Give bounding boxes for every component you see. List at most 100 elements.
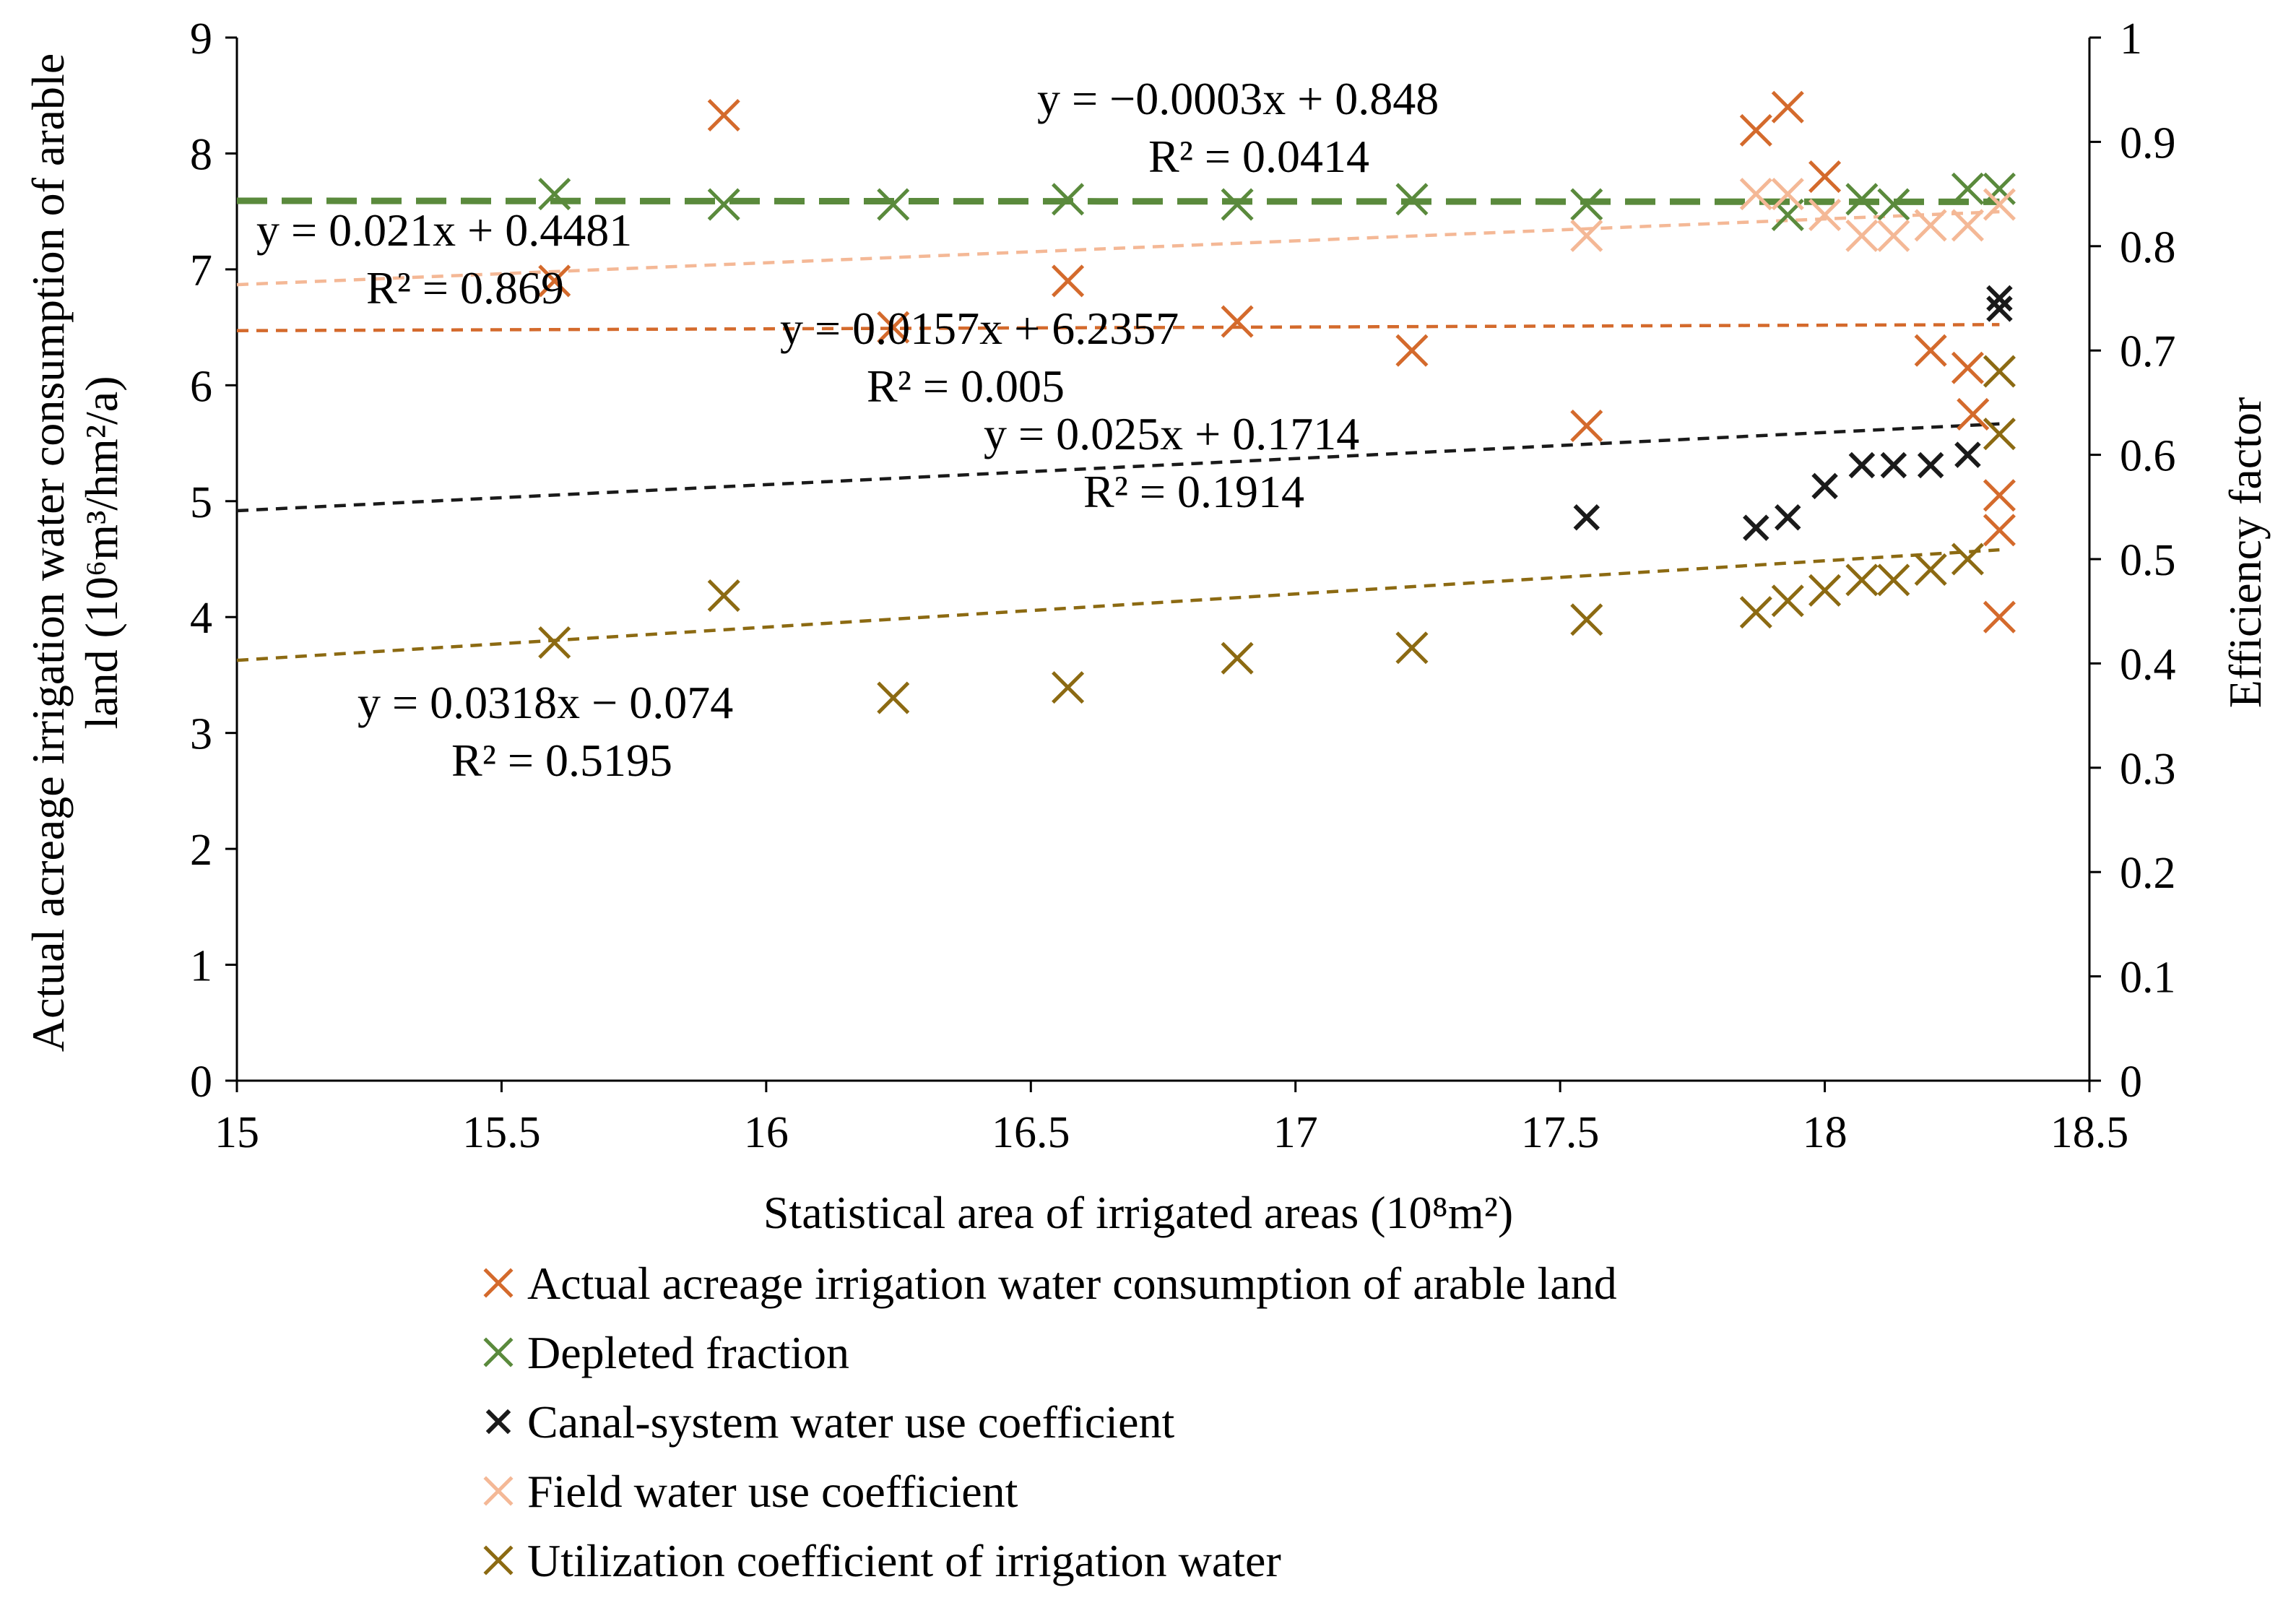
- legend: Actual acreage irrigation water consumpt…: [483, 1258, 1617, 1586]
- legend-label-utilization-coefficient: Utilization coefficient of irrigation wa…: [527, 1535, 1281, 1586]
- legend-label-field-coefficient: Field water use coefficient: [527, 1466, 1018, 1517]
- legend-marker-canal-coefficient: [485, 1409, 511, 1435]
- data-point-utilization-coefficient: [1771, 584, 1804, 618]
- legend-marker-water-consumption: [483, 1268, 514, 1298]
- data-point-utilization-coefficient: [538, 626, 571, 660]
- y-left-tick-label: 1: [190, 942, 212, 991]
- data-point-utilization-coefficient: [1983, 355, 2016, 388]
- trendline-equation-water-consumption: y = 0.0157x + 6.2357: [780, 303, 1179, 354]
- x-tick-label: 16.5: [992, 1108, 1070, 1157]
- x-tick-label: 15.5: [462, 1108, 541, 1157]
- data-point-utilization-coefficient: [1914, 553, 1947, 586]
- data-point-field-coefficient: [1845, 219, 1879, 252]
- trendline-equation-depleted-fraction: y = −0.0003x + 0.848: [1037, 73, 1439, 124]
- data-point-depleted-fraction: [538, 178, 571, 211]
- trendlines: [236, 197, 2000, 662]
- data-point-water-consumption: [877, 311, 910, 344]
- y-right-axis-title: Efficiency factor: [2219, 397, 2271, 709]
- trendline-r2-field-coefficient: R² = 0.869: [366, 262, 564, 314]
- data-point-canal-coefficient: [1775, 503, 1801, 531]
- y-right-tick-label: 0: [2120, 1058, 2142, 1107]
- data-point-depleted-fraction: [1771, 198, 1804, 232]
- data-point-field-coefficient: [1808, 198, 1842, 232]
- data-point-depleted-fraction: [1221, 188, 1254, 221]
- y-right-tick-label: 0.7: [2120, 327, 2176, 376]
- x-axis-title: Statistical area of irrigated areas (10⁸…: [763, 1187, 1513, 1238]
- data-point-water-consumption: [538, 264, 571, 298]
- y-left-tick-label: 4: [190, 594, 212, 643]
- y-left-axis-title-line2: land (10⁶m³/hm²/a): [76, 376, 127, 729]
- legend-marker-utilization-coefficient: [483, 1545, 514, 1575]
- legend-label-water-consumption: Actual acreage irrigation water consumpt…: [527, 1258, 1617, 1309]
- data-point-utilization-coefficient: [1395, 631, 1429, 665]
- data-point-depleted-fraction: [1983, 172, 2016, 205]
- legend-marker-field-coefficient: [483, 1476, 514, 1506]
- data-point-water-consumption: [1957, 397, 1990, 431]
- data-point-depleted-fraction: [877, 188, 910, 221]
- trendline-r2-water-consumption: R² = 0.005: [867, 360, 1065, 412]
- data-point-field-coefficient: [1877, 219, 1910, 252]
- x-tick-label: 18.5: [2050, 1108, 2129, 1157]
- data-markers: [538, 90, 2016, 714]
- data-point-canal-coefficient: [1743, 514, 1769, 541]
- data-point-field-coefficient: [1739, 178, 1772, 211]
- y-right-tick-label: 0.9: [2120, 118, 2176, 168]
- data-point-depleted-fraction: [1951, 172, 1984, 205]
- data-point-field-coefficient: [1771, 178, 1804, 211]
- data-point-utilization-coefficient: [707, 579, 740, 613]
- plot-frame: [235, 38, 2091, 1082]
- data-point-canal-coefficient: [1954, 441, 1981, 468]
- data-point-field-coefficient: [1951, 209, 1984, 242]
- trendline-equation-field-coefficient: y = 0.021x + 0.4481: [256, 204, 632, 256]
- data-point-water-consumption: [1052, 264, 1085, 298]
- y-right-tick-label: 0.8: [2120, 223, 2176, 272]
- data-point-depleted-fraction: [707, 188, 740, 221]
- data-point-depleted-fraction: [1395, 183, 1429, 216]
- trendline-utilization-coefficient: [236, 548, 2000, 662]
- y-left-tick-label: 3: [190, 710, 212, 759]
- data-point-water-consumption: [1983, 514, 2016, 547]
- data-point-canal-coefficient: [1573, 503, 1600, 531]
- x-tick-label: 15: [215, 1108, 259, 1157]
- data-point-water-consumption: [1914, 334, 1947, 367]
- data-point-utilization-coefficient: [1570, 603, 1603, 636]
- data-point-water-consumption: [1983, 479, 2016, 512]
- x-tick-label: 17.5: [1521, 1108, 1600, 1157]
- data-point-depleted-fraction: [1845, 183, 1879, 216]
- trendline-equation-canal-coefficient: y = 0.025x + 0.1714: [984, 408, 1359, 459]
- data-point-canal-coefficient: [1917, 451, 1944, 479]
- data-point-utilization-coefficient: [1951, 543, 1984, 576]
- y-right-tick-label: 0.6: [2120, 432, 2176, 481]
- legend-marker-depleted-fraction: [483, 1337, 514, 1367]
- data-point-field-coefficient: [1914, 209, 1947, 242]
- y-right-tick-label: 0.3: [2120, 745, 2176, 794]
- data-point-utilization-coefficient: [1983, 418, 2016, 451]
- trendline-canal-coefficient: [236, 422, 2000, 513]
- data-point-utilization-coefficient: [877, 681, 910, 714]
- trendline-field-coefficient: [236, 209, 2000, 287]
- trendline-r2-canal-coefficient: R² = 0.1914: [1083, 466, 1304, 517]
- data-point-field-coefficient: [1983, 188, 2016, 221]
- trendline-r2-depleted-fraction: R² = 0.0414: [1148, 131, 1369, 182]
- data-point-water-consumption: [707, 98, 740, 132]
- data-point-depleted-fraction: [1052, 183, 1085, 216]
- data-point-water-consumption: [1221, 305, 1254, 338]
- data-point-canal-coefficient: [1811, 472, 1838, 500]
- data-point-depleted-fraction: [1877, 188, 1910, 221]
- data-point-utilization-coefficient: [1739, 596, 1772, 629]
- y-left-tick-label: 2: [190, 826, 212, 875]
- data-point-canal-coefficient: [1880, 451, 1907, 479]
- y-left-tick-label: 9: [190, 14, 212, 64]
- y-left-tick-label: 5: [190, 478, 212, 527]
- y-right-tick-label: 1: [2120, 14, 2142, 64]
- data-point-canal-coefficient: [1986, 285, 2013, 312]
- trendline-equations: y = 0.0157x + 6.2357 R² = 0.005 y = −0.000…: [256, 73, 1439, 786]
- axis-ticks: 15 15.5 16 16.5 17 17.5 18 18.5012345678900.10.…: [190, 14, 2176, 1157]
- legend-label-canal-coefficient: Canal-system water use coefficient: [527, 1396, 1174, 1448]
- y-left-tick-label: 7: [190, 246, 212, 295]
- data-point-canal-coefficient: [1848, 451, 1876, 479]
- y-right-tick-label: 0.5: [2120, 536, 2176, 585]
- legend-label-depleted-fraction: Depleted fraction: [527, 1327, 849, 1378]
- data-point-utilization-coefficient: [1052, 671, 1085, 704]
- y-left-tick-label: 6: [190, 362, 212, 411]
